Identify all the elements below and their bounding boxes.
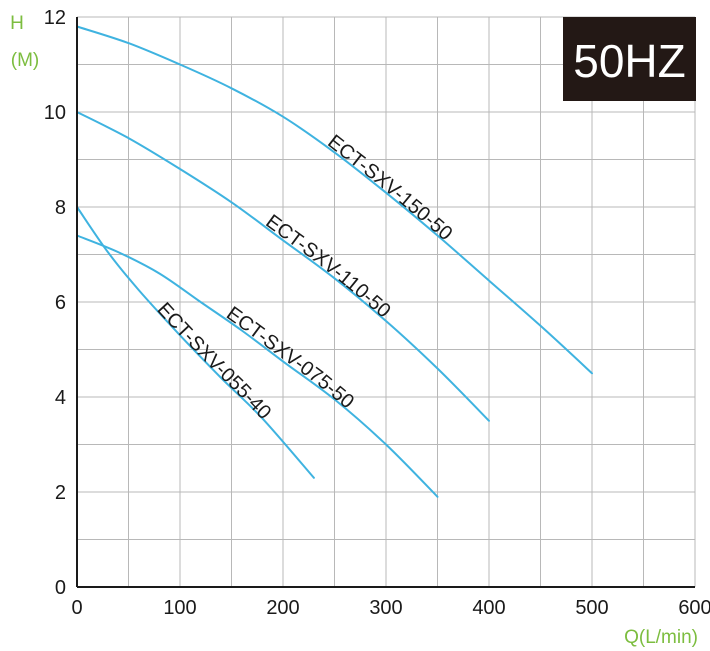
frequency-badge-text: 50HZ xyxy=(573,35,685,87)
x-tick-label: 300 xyxy=(369,597,402,619)
axes xyxy=(76,17,695,588)
series-line xyxy=(76,111,490,422)
series-line xyxy=(76,206,315,479)
frequency-badge-background xyxy=(563,17,696,101)
x-tick-label: 500 xyxy=(575,597,608,619)
frequency-badge: 50HZ xyxy=(563,17,696,101)
series-label: ECT-SXV-110-50 xyxy=(262,211,395,323)
y-axis-unit: (M) xyxy=(11,50,39,71)
curves xyxy=(76,25,593,498)
y-tick-label: 10 xyxy=(44,102,66,124)
x-axis-label: Q(L/min) xyxy=(624,627,698,648)
tick-labels: 0 100 200 300 400 500 600 0 2 4 6 8 10 12 xyxy=(44,7,710,619)
y-axis-label: H xyxy=(10,13,24,34)
y-tick-label: 4 xyxy=(55,387,66,409)
series-label: ECT-SXV-055-40 xyxy=(153,299,276,424)
y-tick-label: 2 xyxy=(55,482,66,504)
series-label: ECT-SXV-150-50 xyxy=(323,131,456,245)
y-tick-label: 6 xyxy=(55,292,66,314)
curve-labels: ECT-SXV-150-50ECT-SXV-110-50ECT-SXV-075-… xyxy=(153,131,457,424)
y-tick-label: 12 xyxy=(44,7,66,29)
x-tick-label: 400 xyxy=(472,597,505,619)
x-tick-label: 100 xyxy=(163,597,196,619)
y-tick-label: 0 xyxy=(55,577,66,599)
y-tick-label: 8 xyxy=(55,197,66,219)
series-line xyxy=(76,234,439,498)
series-line xyxy=(76,25,593,375)
x-tick-label: 200 xyxy=(266,597,299,619)
x-tick-label: 600 xyxy=(678,597,710,619)
x-tick-label: 0 xyxy=(71,597,82,619)
